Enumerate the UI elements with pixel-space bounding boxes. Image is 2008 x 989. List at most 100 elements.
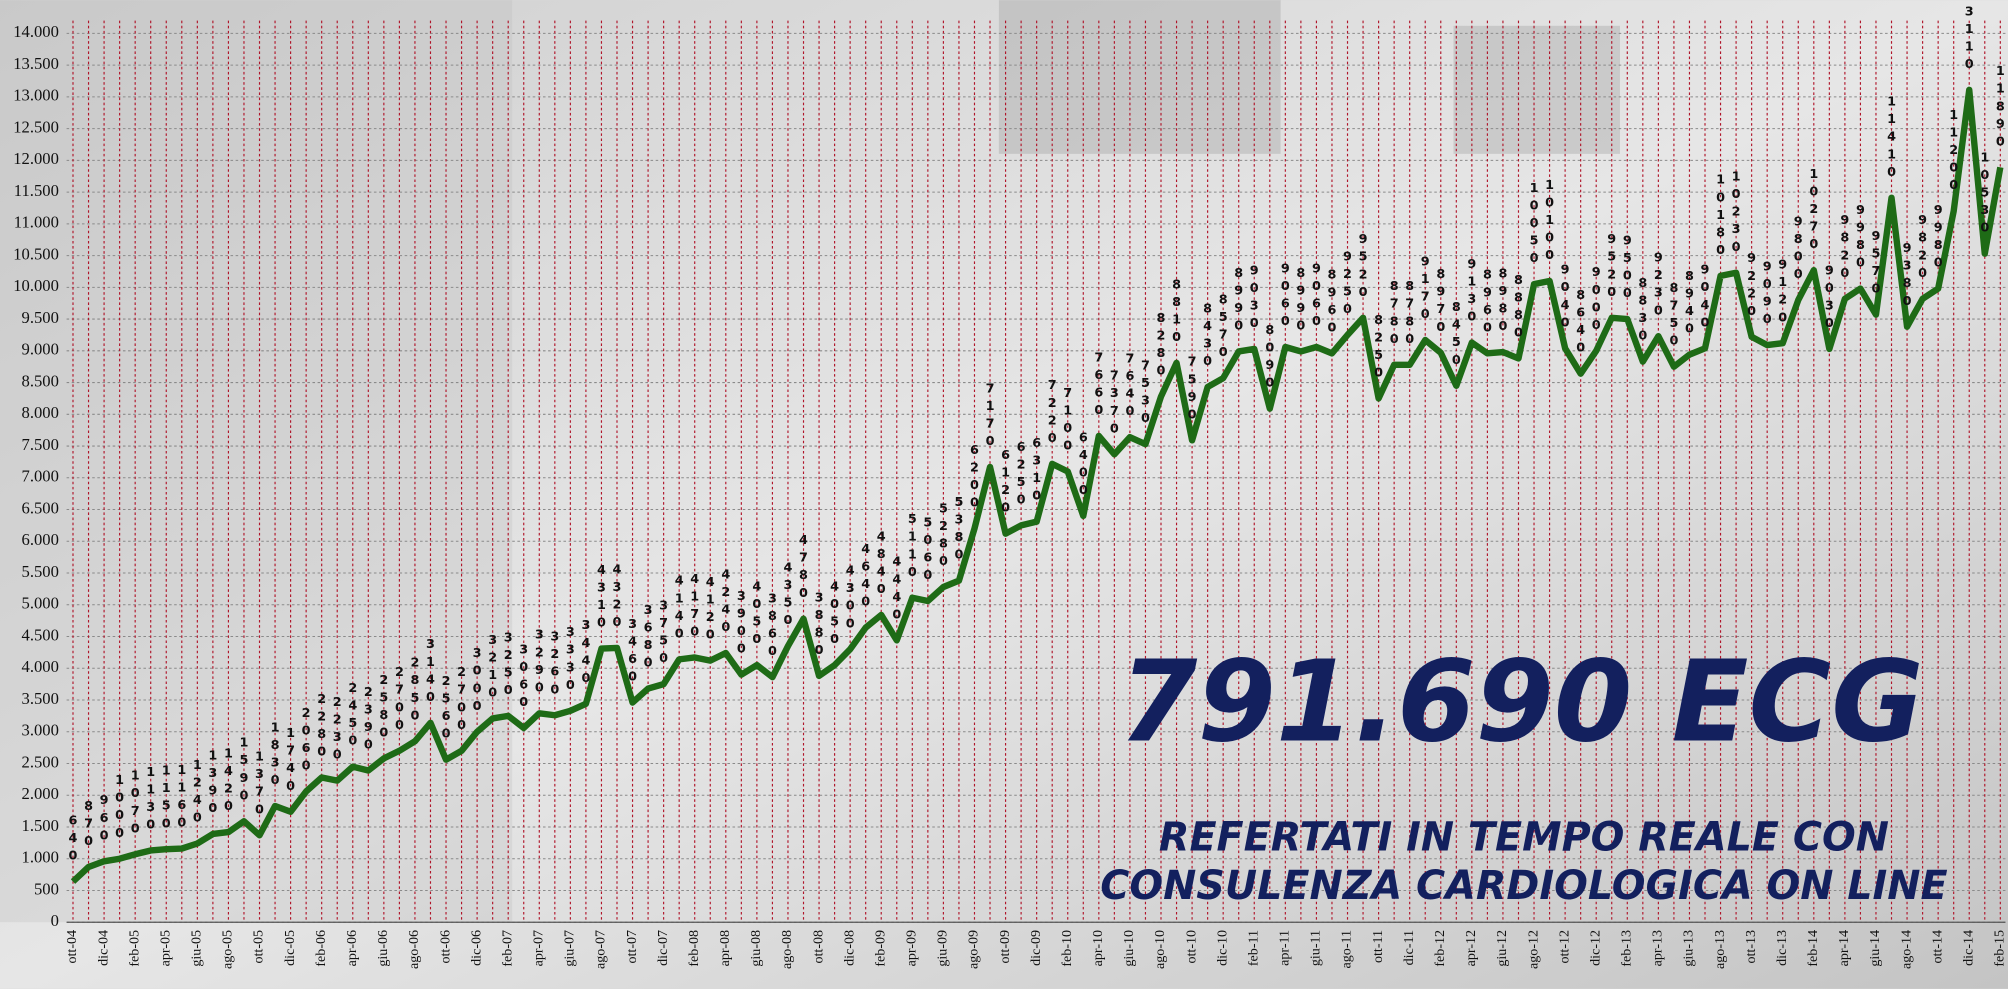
data-label: 1740 — [283, 726, 298, 796]
x-tick-label: feb-13 — [1619, 930, 1635, 967]
data-label: 9500 — [1620, 233, 1635, 303]
data-label: 3680 — [641, 603, 656, 673]
data-label: 9130 — [1464, 257, 1479, 327]
data-label: 8810 — [1169, 277, 1184, 347]
x-tick-label: feb-10 — [1059, 930, 1075, 967]
x-tick-label: feb-08 — [686, 930, 702, 967]
x-tick-label: feb-07 — [499, 930, 515, 967]
data-label: 1130 — [143, 765, 158, 835]
data-label: 6250 — [1014, 440, 1029, 510]
data-label: 8750 — [1666, 281, 1681, 351]
x-tick-label: ott-09 — [997, 930, 1013, 964]
data-label: 3880 — [812, 590, 827, 660]
data-label: 9230 — [1651, 251, 1666, 321]
x-tick-label: ott-08 — [810, 930, 826, 964]
x-tick-label: apr-05 — [157, 930, 173, 966]
data-label: 7170 — [983, 381, 998, 451]
data-label: 5380 — [951, 495, 966, 565]
background-screen — [1453, 26, 1619, 154]
x-tick-label: ott-13 — [1743, 930, 1759, 964]
x-tick-label: feb-05 — [126, 930, 142, 967]
data-label: 8570 — [1216, 293, 1231, 363]
y-tick-label: 13.500 — [13, 54, 59, 73]
data-label: 4780 — [796, 533, 811, 603]
data-label: 2230 — [330, 695, 345, 765]
data-label: 2580 — [376, 673, 391, 743]
x-tick-label: dic-08 — [841, 930, 857, 966]
y-tick-label: 14.000 — [13, 22, 59, 41]
x-tick-label: ago-10 — [1152, 930, 1168, 969]
y-tick-label: 6.500 — [22, 498, 59, 517]
data-label: 1160 — [174, 763, 189, 833]
x-tick-label: dic-05 — [282, 930, 298, 966]
data-label: 3000 — [470, 646, 485, 716]
x-tick-label: apr-09 — [904, 930, 920, 966]
x-tick-label: ago-12 — [1525, 930, 1541, 969]
data-label: 9170 — [1418, 254, 1433, 324]
data-label: 9030 — [1822, 263, 1837, 333]
data-label: 2390 — [361, 685, 376, 755]
data-label: 3140 — [423, 637, 438, 707]
subtitle-line: REFERTATI IN TEMPO REALE CON — [1159, 815, 1889, 861]
data-label: 8980 — [1495, 266, 1510, 336]
data-label: 9030 — [1247, 263, 1262, 333]
data-label: 9570 — [1868, 229, 1883, 299]
x-tick-label: ott-04 — [64, 930, 80, 964]
data-label: 5110 — [905, 512, 920, 582]
data-label: 9820 — [1915, 213, 1930, 283]
data-label: 4120 — [703, 575, 718, 645]
y-tick-label: 11.000 — [14, 213, 59, 232]
data-label: 4300 — [843, 564, 858, 634]
x-tick-label: apr-11 — [1277, 930, 1293, 966]
data-label: 6400 — [1076, 430, 1091, 500]
y-tick-label: 8.500 — [22, 371, 59, 390]
data-label: 8990 — [1293, 266, 1308, 336]
x-tick-label: giu-11 — [1308, 930, 1324, 966]
data-label: 8280 — [1153, 311, 1168, 381]
data-label: 7640 — [1122, 352, 1137, 422]
x-tick-label: feb-06 — [313, 930, 329, 967]
x-tick-label: ott-10 — [1183, 930, 1199, 964]
data-label: 4050 — [749, 579, 764, 649]
data-label: 4140 — [672, 574, 687, 644]
data-label: 4350 — [780, 560, 795, 630]
data-label: 7660 — [1091, 350, 1106, 420]
data-label: 9820 — [1837, 213, 1852, 283]
data-label: 8880 — [1511, 273, 1526, 343]
data-label: 11410 — [1884, 95, 1899, 183]
x-tick-label: ott-06 — [437, 930, 453, 964]
x-tick-label: giu-10 — [1121, 930, 1137, 967]
x-tick-label: apr-10 — [1090, 930, 1106, 966]
y-tick-label: 10.500 — [13, 244, 59, 263]
data-label: 640 — [65, 814, 80, 867]
data-label: 2700 — [392, 665, 407, 735]
data-label: 870 — [81, 799, 96, 852]
x-tick-label: apr-08 — [717, 930, 733, 966]
x-tick-label: ago-14 — [1898, 930, 1914, 969]
data-label: 7370 — [1107, 369, 1122, 439]
x-tick-label: ago-13 — [1712, 930, 1728, 969]
data-label: 10180 — [1713, 173, 1728, 261]
y-tick-label: 7.500 — [22, 435, 59, 454]
x-tick-label: giu-13 — [1681, 930, 1697, 967]
data-label: 2450 — [345, 681, 360, 751]
data-label: 9060 — [1278, 261, 1293, 331]
data-label: 1070 — [128, 769, 143, 839]
y-tick-label: 5.000 — [22, 594, 59, 613]
y-tick-label: 7.000 — [22, 467, 59, 486]
data-label: 2560 — [439, 674, 454, 744]
data-label: 11890 — [1993, 64, 2008, 152]
data-label: 9090 — [1760, 259, 1775, 329]
data-label: 3330 — [563, 625, 578, 695]
x-tick-label: apr-14 — [1836, 930, 1852, 966]
y-tick-label: 500 — [34, 879, 59, 898]
x-tick-label: giu-05 — [189, 930, 205, 967]
data-label: 8430 — [1200, 301, 1215, 371]
x-tick-label: apr-13 — [1650, 930, 1666, 966]
data-label: 1000 — [112, 773, 127, 843]
data-label: 1420 — [221, 746, 236, 816]
x-tick-label: dic-13 — [1774, 930, 1790, 966]
data-label: 1370 — [252, 750, 267, 820]
data-label: 9060 — [1309, 261, 1324, 331]
chart: 05001.0001.5002.0002.5003.0003.5004.0004… — [0, 0, 2008, 989]
